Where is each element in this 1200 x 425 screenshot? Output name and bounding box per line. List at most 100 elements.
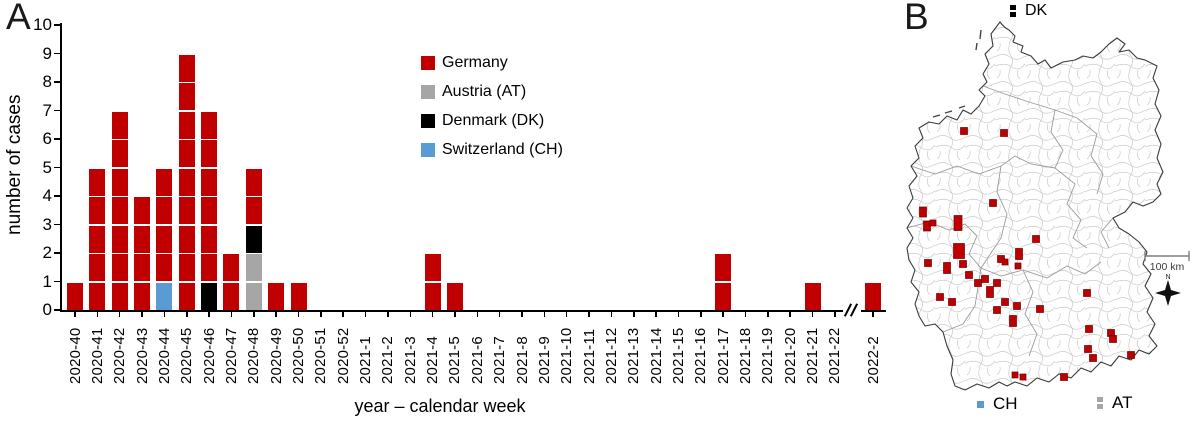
y-tick-label: 4 xyxy=(42,186,52,205)
bar-segment xyxy=(178,282,195,310)
case-marker xyxy=(943,262,951,274)
scale-bar-label: 100 km xyxy=(1150,261,1185,273)
x-tick-mark xyxy=(320,312,322,317)
x-tick-label: 2021-3 xyxy=(401,336,419,384)
x-tick-label: 2020-49 xyxy=(267,327,285,384)
bar-segment xyxy=(178,54,195,82)
bar-segment xyxy=(223,282,240,310)
x-tick-mark xyxy=(811,312,814,317)
x-tick-label: 2021-5 xyxy=(446,336,464,384)
case-marker xyxy=(1009,315,1017,327)
x-tick-label: 2021-12 xyxy=(602,327,620,384)
legend-label: Switzerland (CH) xyxy=(442,141,563,158)
y-tick-mark xyxy=(54,52,61,55)
x-tick-mark xyxy=(744,312,747,317)
bar-segment xyxy=(89,197,106,225)
state-boundaries xyxy=(907,85,1114,357)
map-legend-dk-label: DK xyxy=(1025,2,1048,19)
compass-star xyxy=(1155,280,1181,306)
x-tick-mark xyxy=(409,312,411,317)
x-tick-mark xyxy=(275,312,277,317)
bar-segment xyxy=(178,197,195,225)
x-tick-label: 2020-43 xyxy=(133,327,151,384)
bar-segment xyxy=(134,254,151,282)
x-tick-mark xyxy=(789,312,791,317)
case-marker xyxy=(953,243,965,259)
bar-segment xyxy=(201,282,218,310)
x-tick-label: 2020-52 xyxy=(334,327,352,384)
bar-segment xyxy=(424,254,441,282)
bar-segment xyxy=(156,197,173,225)
x-tick-mark xyxy=(118,312,121,317)
case-marker xyxy=(974,279,982,287)
bar-segment xyxy=(245,254,262,282)
y-tick-label: 5 xyxy=(42,157,52,177)
case-marker xyxy=(989,199,997,207)
legend-swatch-icon xyxy=(421,143,435,157)
x-tick-mark xyxy=(230,312,233,317)
map-legend-ch-label: CH xyxy=(993,394,1018,413)
case-marker xyxy=(1001,298,1009,306)
y-tick-mark xyxy=(54,24,61,26)
x-tick-label: 2021-10 xyxy=(558,327,576,384)
case-marker xyxy=(1019,373,1027,381)
x-tick-label: 2021-8 xyxy=(513,336,531,384)
x-tick-mark xyxy=(342,312,344,317)
y-tick-label: 0 xyxy=(42,300,52,319)
x-tick-mark xyxy=(700,312,702,317)
x-tick-label: 2020-40 xyxy=(66,327,84,384)
axis-break-mark xyxy=(843,303,861,317)
x-tick-label: 2022-2 xyxy=(864,336,882,384)
y-tick-mark xyxy=(54,138,61,140)
bar-segment xyxy=(245,168,262,196)
x-tick-mark xyxy=(872,312,874,317)
x-tick-mark xyxy=(767,312,769,317)
case-marker xyxy=(1084,345,1092,353)
x-tick-label: 2020-42 xyxy=(111,327,129,384)
x-tick-mark xyxy=(476,312,479,317)
map-legend-at-label: AT xyxy=(1112,393,1133,412)
bar-segment xyxy=(178,83,195,111)
bar-segment xyxy=(156,168,173,196)
bar-segment xyxy=(156,254,173,282)
bar-segment xyxy=(111,197,128,225)
bar-segment xyxy=(201,225,218,253)
case-marker xyxy=(953,215,963,231)
austria-marker-icon xyxy=(1097,397,1103,409)
case-marker xyxy=(1060,373,1068,381)
case-marker xyxy=(1036,305,1044,313)
x-tick-mark xyxy=(543,312,546,317)
x-tick-mark xyxy=(610,312,613,317)
district-texture xyxy=(907,22,1163,390)
y-tick-label: 7 xyxy=(42,100,52,120)
x-tick-label: 2021-7 xyxy=(491,336,509,384)
map-legend-switzerland: CH xyxy=(977,394,1018,414)
coastal-islands xyxy=(932,29,982,118)
bar-segment xyxy=(134,225,151,253)
y-tick-label: 1 xyxy=(42,271,52,291)
x-tick-mark xyxy=(565,312,568,317)
legend-item: Austria (AT) xyxy=(421,83,563,100)
bar-segment xyxy=(201,254,218,282)
case-marker xyxy=(1085,325,1093,333)
bar-segment xyxy=(89,254,106,282)
case-marker xyxy=(1083,289,1091,297)
case-marker xyxy=(1011,371,1019,379)
y-tick-mark xyxy=(54,252,61,254)
x-tick-label: 2020-45 xyxy=(178,327,196,384)
x-tick-mark xyxy=(208,312,210,317)
bar-segment xyxy=(89,282,106,310)
compass-n-label: N xyxy=(1165,274,1170,281)
case-marker xyxy=(959,260,967,268)
y-tick-mark xyxy=(54,280,61,283)
bar-segment xyxy=(715,282,732,310)
legend-label: Germany xyxy=(442,54,508,71)
bar-segment xyxy=(290,282,307,310)
scale-bar xyxy=(1144,251,1190,261)
case-marker xyxy=(981,275,989,283)
case-marker xyxy=(1015,248,1023,260)
bar-segment xyxy=(201,140,218,168)
case-marker xyxy=(1109,335,1117,343)
x-tick-label: 2021-4 xyxy=(424,336,442,384)
